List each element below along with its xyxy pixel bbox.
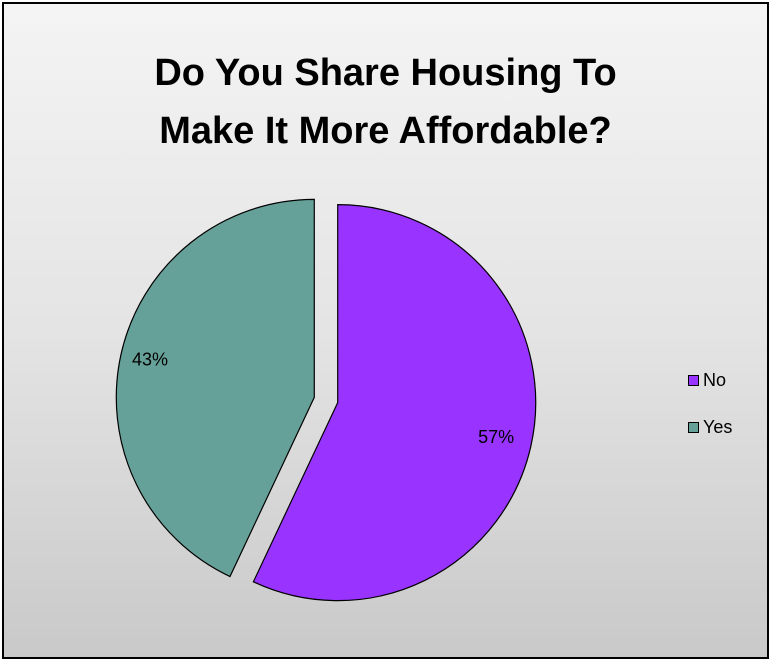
legend-label-yes: Yes (703, 416, 733, 437)
legend-swatch-no (688, 374, 699, 386)
chart-title-line-2: Make It More Affordable? (159, 110, 612, 152)
legend-item-no: No (688, 368, 732, 392)
pie-slice-labels: 57% 43% (132, 349, 514, 446)
legend-swatch-yes (688, 421, 699, 433)
chart-title-line-1: Do You Share Housing To (154, 52, 617, 94)
chart-legend: No Yes (688, 368, 732, 462)
pie-slices (115, 198, 537, 602)
pie-slice-yes (115, 198, 315, 578)
legend-item-yes: Yes (688, 415, 732, 439)
pie-slice-no (252, 204, 537, 602)
legend-label-no: No (703, 369, 727, 390)
chart-title: Do You Share Housing To Make It More Aff… (4, 44, 767, 160)
pie-slice-label-no: 57% (478, 427, 514, 447)
pie-slice-label-yes: 43% (132, 349, 168, 369)
